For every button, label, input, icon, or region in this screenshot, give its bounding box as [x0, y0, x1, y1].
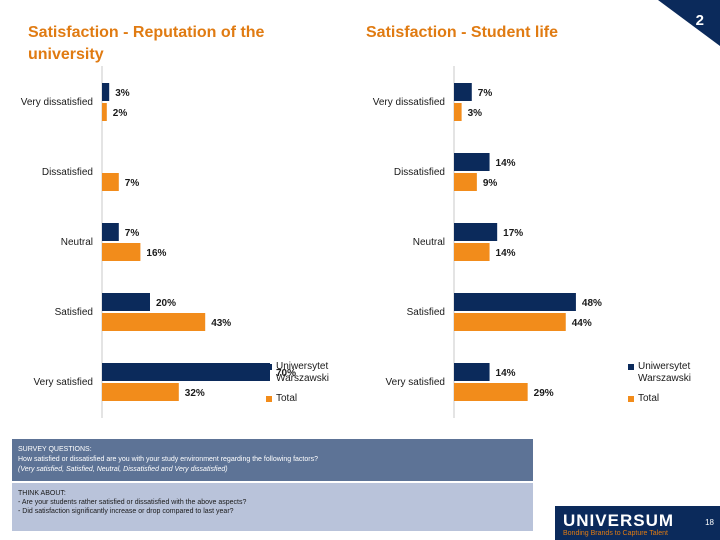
life-bar-uw	[454, 153, 490, 171]
rep-bar-total	[102, 173, 119, 191]
legend-label-uw-2: Uniwersytet Warszawski	[638, 361, 691, 384]
think-about-box: THINK ABOUT: - Are your students rather …	[12, 483, 533, 531]
life-bar-uw	[454, 223, 498, 241]
chart-reputation: Very dissatisfied 3% 2% Dissatisfied 7% Neutr…	[21, 66, 296, 418]
rep-value-label: 70%	[276, 368, 296, 379]
think-line-2: - Did satisfaction significantly increas…	[18, 508, 234, 515]
rep-value-label: 3%	[115, 88, 130, 99]
legend-swatch-total	[266, 396, 272, 402]
life-category-label: Dissatisfied	[394, 167, 445, 178]
rep-bar-total	[102, 313, 206, 331]
life-bar-uw	[454, 363, 490, 381]
rep-bar-total	[102, 243, 141, 261]
legend-item-total: Total	[266, 393, 346, 405]
survey-question: How satisfied or dissatisfied are you wi…	[18, 456, 318, 463]
life-value-label: 14%	[496, 248, 516, 259]
life-value-label: 14%	[496, 158, 516, 169]
life-bar-total	[454, 383, 528, 401]
chart-student-life: Very dissatisfied 7% 3% Dissatisfied 14% 9% Ne…	[373, 66, 602, 418]
life-value-label: 9%	[483, 178, 498, 189]
rep-bar-total	[102, 103, 107, 121]
life-value-label: 14%	[496, 368, 516, 379]
rep-category-label: Neutral	[61, 237, 93, 248]
chart-title-student-life: Satisfaction - Student life	[366, 24, 559, 41]
legend-label-uw: Uniwersytet Warszawski	[276, 361, 329, 384]
rep-category-label: Very satisfied	[34, 377, 93, 388]
rep-bar-total	[102, 383, 179, 401]
survey-heading: SURVEY QUESTIONS:	[18, 446, 92, 453]
think-line-1: - Are your students rather satisfied or …	[18, 499, 247, 506]
life-bar-total	[454, 313, 566, 331]
rep-category-label: Dissatisfied	[42, 167, 93, 178]
life-value-label: 44%	[572, 318, 592, 329]
legend-reputation: Uniwersytet Warszawski Total	[266, 361, 346, 413]
life-value-label: 29%	[534, 388, 554, 399]
legend-item-uw: Uniwersytet Warszawski	[266, 361, 346, 385]
life-value-label: 3%	[468, 108, 483, 119]
life-bar-total	[454, 103, 462, 121]
chart-title-reputation: Satisfaction - Reputation of the univers…	[28, 24, 265, 63]
slide-number: 2	[695, 12, 704, 29]
legend-label-total: Total	[276, 393, 298, 404]
brand-tagline: Bonding Brands to Capture Talent	[563, 530, 668, 537]
legend-item-uw-2: Uniwersytet Warszawski	[628, 361, 708, 385]
life-bar-total	[454, 243, 490, 261]
legend-item-total-2: Total	[628, 393, 708, 405]
life-value-label: 7%	[478, 88, 493, 99]
life-category-label: Very dissatisfied	[373, 97, 445, 108]
legend-label-total-2: Total	[638, 393, 660, 404]
rep-value-label: 43%	[211, 318, 231, 329]
life-category-label: Satisfied	[407, 307, 445, 318]
life-category-label: Very satisfied	[386, 377, 445, 388]
brand-logo: UNIVERSUM	[563, 511, 675, 530]
life-bar-uw	[454, 83, 472, 101]
rep-value-label: 7%	[125, 178, 140, 189]
life-bar-total	[454, 173, 477, 191]
life-bar-uw	[454, 293, 576, 311]
page-number: 18	[705, 518, 714, 527]
life-value-label: 48%	[582, 298, 602, 309]
rep-bar-uw	[102, 293, 150, 311]
legend-swatch-uw-2	[628, 364, 634, 370]
footer-bar: UNIVERSUM Bonding Brands to Capture Tale…	[555, 506, 720, 540]
rep-bar-uw	[102, 83, 110, 101]
legend-student-life: Uniwersytet Warszawski Total	[628, 361, 708, 413]
life-category-label: Neutral	[413, 237, 445, 248]
legend-swatch-total-2	[628, 396, 634, 402]
think-heading: THINK ABOUT:	[18, 490, 66, 497]
rep-value-label: 20%	[156, 298, 176, 309]
legend-swatch-uw	[266, 364, 272, 370]
rep-value-label: 16%	[146, 248, 166, 259]
rep-bar-uw	[102, 363, 270, 381]
survey-questions-box: SURVEY QUESTIONS: How satisfied or dissa…	[12, 439, 533, 481]
rep-value-label: 2%	[113, 108, 128, 119]
rep-category-label: Satisfied	[55, 307, 93, 318]
slide-corner-badge	[658, 0, 720, 46]
life-value-label: 17%	[503, 228, 523, 239]
survey-options: (Very satisfied, Satisfied, Neutral, Dis…	[18, 466, 228, 473]
rep-category-label: Very dissatisfied	[21, 97, 93, 108]
rep-value-label: 7%	[125, 228, 140, 239]
rep-bar-uw	[102, 223, 119, 241]
rep-value-label: 32%	[185, 388, 205, 399]
